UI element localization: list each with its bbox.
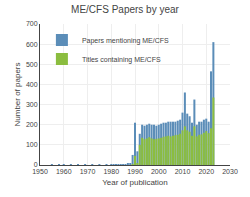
svg-text:Papers mentioning ME/CFS: Papers mentioning ME/CFS (82, 37, 169, 45)
svg-text:400: 400 (26, 81, 38, 88)
svg-text:1970: 1970 (80, 168, 96, 175)
svg-text:1960: 1960 (56, 168, 72, 175)
svg-text:1980: 1980 (103, 168, 119, 175)
svg-text:0: 0 (34, 161, 38, 168)
svg-text:2010: 2010 (175, 168, 191, 175)
svg-text:100: 100 (26, 141, 38, 148)
svg-text:600: 600 (26, 41, 38, 48)
svg-text:Year of publication: Year of publication (102, 178, 168, 187)
svg-text:200: 200 (26, 121, 38, 128)
svg-text:1990: 1990 (127, 168, 143, 175)
svg-text:500: 500 (26, 61, 38, 68)
svg-text:2000: 2000 (151, 168, 167, 175)
svg-text:300: 300 (26, 101, 38, 108)
svg-text:ME/CFS Papers by year: ME/CFS Papers by year (71, 4, 179, 15)
svg-text:Titles containing ME/CFS: Titles containing ME/CFS (82, 56, 161, 64)
svg-text:2020: 2020 (198, 168, 214, 175)
svg-text:1950: 1950 (32, 168, 48, 175)
svg-text:2030: 2030 (222, 168, 238, 175)
svg-text:Number of papers: Number of papers (13, 62, 22, 126)
svg-text:700: 700 (26, 20, 38, 27)
